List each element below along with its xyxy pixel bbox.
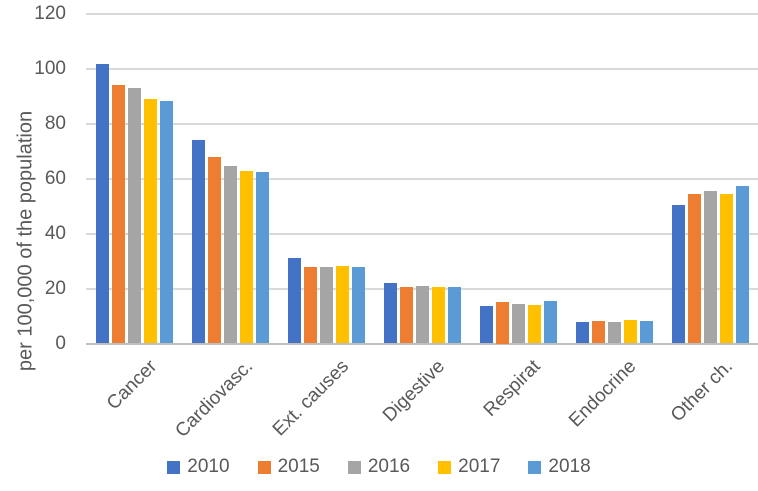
bar-2010-cancer	[95, 63, 109, 344]
gridline	[86, 13, 758, 15]
y-tick-label: 20	[44, 277, 66, 299]
bar-2018-ext-causes	[351, 266, 365, 344]
bar-2010-digestive	[383, 283, 397, 344]
x-axis-label: Respirat	[479, 356, 545, 421]
legend-label: 2018	[548, 456, 591, 477]
bar-2015-ext-causes	[303, 267, 317, 344]
y-tick-label: 60	[44, 167, 66, 189]
bar-2010-ext-causes	[287, 258, 301, 344]
bar-2015-other-ch	[687, 193, 701, 344]
legend: 2010 2015 2016 2017 2018	[0, 456, 758, 478]
legend-swatch-2016	[347, 460, 361, 474]
bar-2015-digestive	[399, 287, 413, 344]
bar-2015-endocrine	[591, 321, 605, 344]
y-tick-label: 40	[44, 222, 66, 244]
gridline	[86, 232, 758, 235]
legend-item-2016: 2016	[347, 456, 411, 478]
bar-2016-endocrine	[607, 321, 621, 344]
bar-2015-cardiovasc	[207, 156, 221, 344]
legend-swatch-2015	[257, 460, 271, 474]
bar-2010-endocrine	[575, 321, 589, 344]
legend-label: 2015	[277, 456, 320, 477]
bar-2018-respirat	[543, 301, 557, 344]
bar-2017-other-ch	[719, 194, 733, 344]
x-axis-label: Other ch.	[666, 356, 737, 427]
legend-label: 2017	[458, 456, 501, 477]
bar-2018-cardiovasc	[255, 172, 269, 344]
bar-2017-cardiovasc	[239, 171, 253, 344]
bar-2017-ext-causes	[335, 266, 349, 344]
x-axis-label: Endocrine	[565, 356, 641, 432]
legend-item-2018: 2018	[528, 456, 591, 478]
legend-label: 2016	[367, 456, 411, 477]
x-axis-line	[86, 342, 758, 345]
legend-swatch-2010	[167, 460, 181, 474]
x-axis-label: Cardiovasc.	[171, 356, 257, 442]
bar-2017-cancer	[143, 99, 157, 344]
bar-2016-respirat	[511, 304, 525, 344]
gridline	[86, 122, 758, 125]
legend-label: 2010	[187, 456, 230, 477]
bar-2016-cancer	[127, 87, 141, 344]
y-tick-label: 80	[44, 112, 66, 134]
gridline	[86, 67, 758, 70]
legend-item-2017: 2017	[438, 456, 500, 478]
bar-2015-cancer	[111, 85, 125, 344]
bar-2015-respirat	[495, 302, 509, 344]
x-axis-label: Cancer	[102, 356, 161, 415]
y-tick-label: 100	[34, 57, 66, 79]
bar-2018-endocrine	[639, 321, 653, 344]
bar-2016-digestive	[415, 285, 429, 344]
bar-2010-cardiovasc	[191, 140, 205, 344]
bar-2018-other-ch	[735, 186, 749, 344]
legend-item-2010: 2010	[167, 456, 230, 478]
bar-2010-other-ch	[671, 204, 685, 344]
bar-2016-other-ch	[703, 190, 717, 344]
legend-item-2015: 2015	[257, 456, 320, 478]
bar-2010-respirat	[479, 305, 493, 344]
bar-2017-digestive	[431, 287, 445, 344]
bar-2018-digestive	[447, 286, 461, 344]
bar-2016-ext-causes	[319, 266, 333, 344]
x-axis-label: Ext. causes	[268, 356, 353, 441]
bar-2016-cardiovasc	[223, 165, 237, 344]
legend-swatch-2017	[438, 460, 452, 474]
bar-2017-respirat	[527, 305, 541, 344]
bar-2017-endocrine	[623, 319, 637, 344]
bar-2018-cancer	[159, 101, 173, 344]
gridline	[86, 177, 758, 180]
y-tick-label: 0	[55, 332, 66, 354]
x-axis-label: Digestive	[378, 356, 449, 427]
y-tick-label: 120	[34, 3, 66, 24]
legend-swatch-2018	[528, 460, 542, 474]
